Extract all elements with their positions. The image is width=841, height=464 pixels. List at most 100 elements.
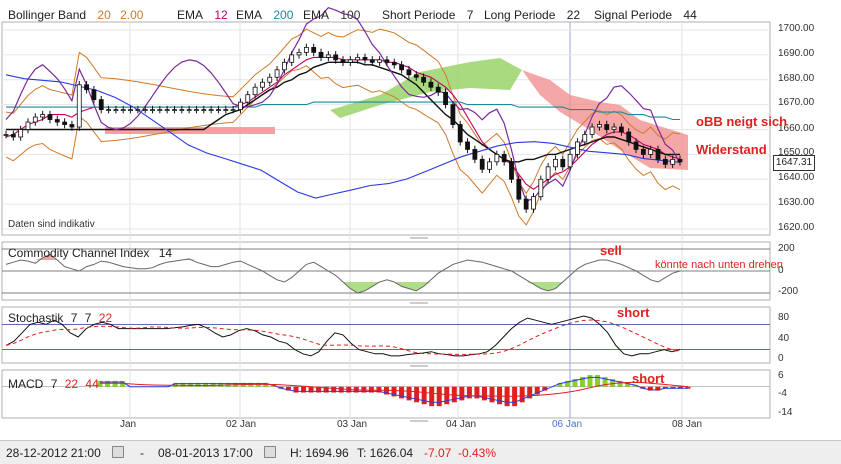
short-period-label: Short Periode	[382, 8, 456, 22]
blue-line	[5, 74, 681, 199]
candle-body	[311, 47, 317, 53]
candle-body	[91, 89, 97, 101]
stoch-ytick-0: 80	[778, 312, 790, 323]
long-period-value: 22	[566, 8, 581, 22]
stoch-title: Stochastik	[8, 311, 64, 325]
macd-hist-bar	[542, 386, 548, 391]
series-line-ema200	[6, 101, 680, 121]
candle-body	[553, 158, 558, 168]
candle-body	[648, 148, 654, 155]
macd-hist-bar	[421, 386, 427, 405]
candle-body	[113, 109, 119, 111]
disclaimer: Daten sind indikativ	[8, 219, 95, 230]
candle-body	[560, 158, 566, 168]
signal-period-legend: Signal Periode 44	[594, 8, 699, 22]
macd-hist-bar	[572, 378, 578, 387]
macd-hist-bar	[436, 386, 442, 407]
candle-body	[318, 51, 324, 58]
macd-hist-bar	[285, 386, 291, 391]
ema100-legend: EMA 100	[303, 8, 362, 22]
candle-body	[428, 81, 434, 88]
status-from: 28-12-2012 21:00	[6, 446, 101, 460]
candle-body	[655, 148, 661, 160]
status-to: 08-01-2013 17:00	[158, 446, 253, 460]
price-ytick-1: 1690.00	[778, 48, 815, 59]
macd-title: MACD	[8, 377, 44, 391]
price-ytick-3: 1670.00	[778, 97, 815, 108]
candle-body	[347, 59, 353, 63]
macd-line	[100, 376, 688, 403]
bb-p1: 20	[97, 8, 111, 22]
macd-p2: 22	[64, 377, 79, 391]
candle-body	[230, 109, 236, 111]
ema100-value: 100	[340, 8, 361, 22]
price-ytick-4: 1660.00	[778, 123, 815, 134]
long-period-legend: Long Periode 22	[484, 8, 582, 22]
candle-body	[421, 76, 426, 83]
xtick-04jan: 04 Jan	[446, 419, 477, 430]
candle-body	[84, 84, 89, 91]
ema200-value: 200	[273, 8, 294, 22]
candle-body	[640, 148, 646, 155]
macd-hist-bar	[459, 386, 465, 401]
macd-signal-line	[100, 381, 689, 397]
macd-hist-bar	[564, 380, 570, 387]
candle-body	[47, 114, 53, 120]
candle-body	[135, 109, 141, 111]
xtick-03jan: 03 Jan	[337, 419, 368, 430]
candle-body	[670, 158, 676, 165]
candle-body	[575, 141, 580, 155]
candle-body	[172, 109, 177, 111]
candle-body	[509, 161, 514, 180]
macd-hist-bar	[195, 382, 201, 387]
macd-hist-bar	[391, 386, 397, 397]
macd-hist-bar	[331, 386, 337, 393]
stoch-p2: 7	[84, 311, 92, 325]
candle-body	[245, 94, 251, 103]
candle-body	[399, 64, 405, 71]
candle-body	[289, 54, 295, 63]
candle-body	[494, 153, 500, 163]
candle-body	[208, 109, 214, 111]
candle-body	[369, 59, 375, 63]
macd-hist-bar	[187, 382, 193, 387]
candle-body	[216, 109, 221, 111]
candle-body	[545, 166, 551, 180]
candle-body	[325, 54, 331, 58]
macd-hist-bar	[203, 382, 209, 387]
macd-hist-bar	[602, 376, 608, 387]
ema200-label: EMA	[236, 8, 263, 22]
macd-hist-bar	[466, 386, 472, 399]
macd-p3: 44	[85, 377, 99, 391]
macd-hist-bar	[579, 376, 585, 387]
macd-hist-bar	[278, 386, 284, 389]
bb-label: Bollinger Band	[8, 8, 87, 22]
candle-body	[194, 109, 199, 111]
green-cloud-area	[330, 58, 522, 118]
macd-hist-bar	[105, 380, 111, 387]
candle-body	[662, 158, 668, 165]
xtick-06jan: 06 Jan	[552, 419, 583, 430]
macd-hist-bar	[406, 386, 412, 401]
macd-hist-bar	[120, 380, 126, 387]
short-period-value: 7	[466, 8, 474, 22]
status-high: H: 1694.96	[290, 446, 349, 460]
macd-hist-bar	[640, 386, 646, 389]
calendar-from-icon[interactable]	[112, 446, 124, 458]
calendar-to-icon[interactable]	[264, 446, 276, 458]
candle-body	[223, 109, 229, 111]
macd-hist-bar	[610, 378, 616, 387]
candle-body	[567, 153, 573, 168]
candle-body	[252, 86, 258, 96]
xtick-02jan: 02 Jan	[226, 419, 257, 430]
cci-title-wrap: Commodity Channel Index 14	[8, 246, 172, 260]
candle-body	[413, 74, 419, 78]
candle-body	[25, 121, 31, 130]
candle-body	[501, 153, 507, 163]
note-short-stoch: short	[617, 305, 650, 320]
macd-hist-bar	[685, 386, 691, 389]
cci-ytick-0: 200	[778, 243, 795, 254]
candle-body	[179, 109, 185, 111]
macd-hist-bar	[670, 386, 676, 389]
candle-body	[201, 109, 207, 111]
